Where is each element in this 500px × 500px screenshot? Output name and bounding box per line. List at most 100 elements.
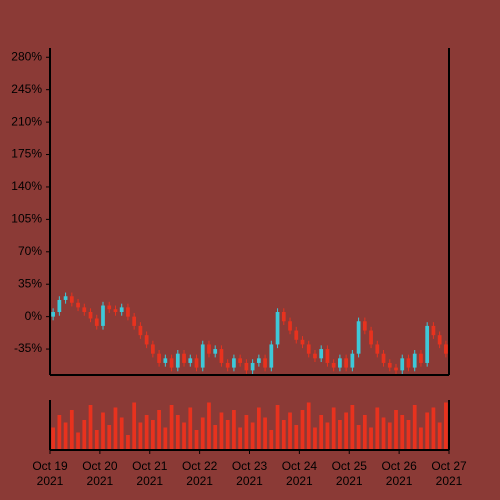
volume-bar bbox=[182, 422, 186, 450]
candle-body bbox=[444, 344, 448, 354]
volume-bar bbox=[256, 407, 261, 450]
candle-body bbox=[288, 321, 292, 331]
x-tick-label: Oct 26 2021 bbox=[381, 459, 417, 488]
candle-body bbox=[437, 335, 442, 345]
volume-bar bbox=[400, 415, 405, 450]
volume-bar bbox=[188, 407, 193, 450]
candle-body bbox=[244, 362, 249, 371]
candle-body bbox=[425, 325, 430, 363]
x-tick-label: Oct 21 2021 bbox=[132, 459, 168, 488]
volume-bar bbox=[431, 407, 436, 450]
volume-bar bbox=[144, 415, 149, 450]
volume-bar bbox=[350, 405, 355, 450]
candle-body bbox=[69, 296, 74, 303]
volume-bar bbox=[219, 412, 224, 450]
volume-bar bbox=[288, 412, 292, 450]
candle-body bbox=[275, 312, 280, 345]
candle-body bbox=[225, 362, 230, 368]
candle-body bbox=[263, 358, 267, 368]
candle-body bbox=[294, 330, 299, 340]
candle-body bbox=[144, 335, 149, 345]
volume-bar bbox=[244, 415, 249, 450]
candle-body bbox=[406, 358, 411, 368]
y-tick-label: 0% bbox=[25, 309, 43, 323]
volume-bar bbox=[163, 427, 168, 450]
volume-bar bbox=[437, 422, 442, 450]
volume-bar bbox=[319, 415, 324, 450]
candle-body bbox=[338, 358, 342, 368]
candle-body bbox=[200, 344, 205, 368]
volume-bar bbox=[275, 405, 280, 450]
y-tick-label: 70% bbox=[18, 244, 42, 258]
volume-bar bbox=[294, 425, 299, 450]
volume-bar bbox=[306, 402, 311, 450]
candle-body bbox=[76, 302, 80, 308]
candle-body bbox=[107, 305, 112, 310]
candle-body bbox=[431, 325, 436, 336]
x-tick-label: Oct 19 2021 bbox=[32, 459, 68, 488]
y-tick-label: 245% bbox=[11, 82, 42, 96]
volume-bar bbox=[412, 405, 417, 450]
volume-bar bbox=[369, 427, 373, 450]
x-tick-label: Oct 22 2021 bbox=[181, 459, 218, 488]
volume-bar bbox=[169, 405, 174, 450]
volume-bar bbox=[76, 432, 80, 450]
volume-bar bbox=[387, 422, 392, 450]
candle-body bbox=[362, 321, 367, 331]
candle-body bbox=[419, 353, 423, 363]
y-tick-label: 210% bbox=[11, 114, 42, 128]
candle-body bbox=[356, 321, 361, 354]
candle-body bbox=[113, 309, 118, 313]
volume-bar bbox=[225, 420, 230, 450]
candle-body bbox=[350, 353, 355, 368]
candle-body bbox=[101, 305, 105, 326]
candle-body bbox=[313, 353, 317, 359]
candle-body bbox=[119, 307, 124, 313]
candle-body bbox=[57, 299, 62, 313]
candle-body bbox=[138, 325, 143, 336]
volume-bar bbox=[362, 415, 367, 450]
volume-bar bbox=[425, 412, 430, 450]
volume-bar bbox=[232, 410, 236, 450]
volume-bar bbox=[82, 420, 87, 450]
candle-body bbox=[219, 349, 224, 363]
candle-body bbox=[250, 362, 255, 371]
candle-body bbox=[300, 339, 305, 345]
candle-body bbox=[387, 362, 392, 368]
volume-bar bbox=[375, 407, 380, 450]
volume-bar bbox=[107, 425, 112, 450]
candle-body bbox=[238, 358, 243, 363]
volume-bar bbox=[207, 402, 211, 450]
x-tick-label: Oct 27 2021 bbox=[431, 459, 467, 488]
volume-bar bbox=[119, 417, 124, 450]
candle-body bbox=[213, 349, 218, 354]
volume-bar bbox=[132, 402, 137, 450]
volume-bar bbox=[325, 422, 330, 450]
candle-body bbox=[175, 353, 180, 368]
x-tick-label: Oct 24 2021 bbox=[281, 459, 318, 488]
candle-body bbox=[331, 362, 336, 368]
candle-body bbox=[169, 358, 174, 368]
volume-bar bbox=[419, 427, 423, 450]
y-tick-label: 280% bbox=[11, 49, 42, 63]
volume-bar bbox=[113, 407, 118, 450]
candle-body bbox=[150, 344, 155, 354]
candle-body bbox=[126, 307, 130, 317]
x-tick-label: Oct 25 2021 bbox=[331, 459, 367, 488]
volume-bar bbox=[51, 427, 55, 450]
volume-bar bbox=[313, 427, 317, 450]
volume-bar bbox=[200, 417, 205, 450]
volume-bar bbox=[88, 405, 93, 450]
y-tick-label: 105% bbox=[11, 212, 42, 226]
volume-bar bbox=[57, 415, 62, 450]
candle-body bbox=[394, 367, 398, 371]
candle-body bbox=[281, 312, 286, 322]
volume-bar bbox=[394, 410, 398, 450]
candle-body bbox=[157, 353, 161, 363]
volume-bar bbox=[263, 417, 267, 450]
candle-body bbox=[400, 358, 405, 371]
volume-bar bbox=[338, 420, 342, 450]
candle-body bbox=[269, 344, 274, 368]
